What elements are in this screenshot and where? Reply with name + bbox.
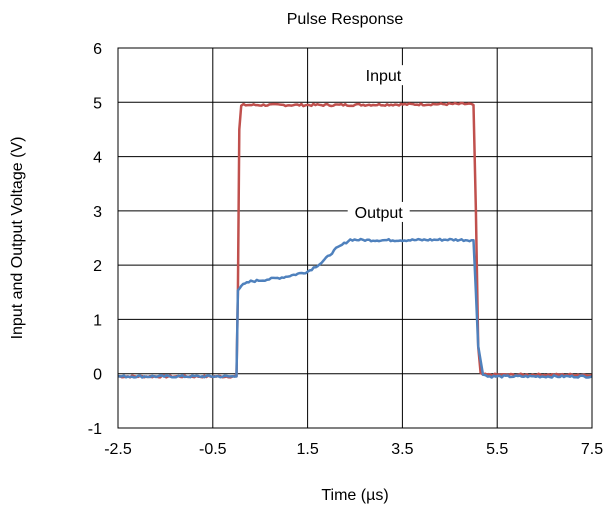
series-group xyxy=(117,101,593,379)
output-annotation-bg xyxy=(347,201,410,222)
y-tick-label: 5 xyxy=(93,95,102,112)
y-tick-label: 2 xyxy=(93,258,102,275)
y-tick-label: -1 xyxy=(88,421,102,438)
y-tick-label: 6 xyxy=(93,41,102,58)
y-tick-labels: -1 0 1 2 3 4 5 6 xyxy=(88,41,102,438)
y-tick-label: 0 xyxy=(93,367,102,384)
x-tick-label: 7.5 xyxy=(581,441,603,458)
series-line-output xyxy=(117,237,593,379)
input-annotation: Input xyxy=(366,68,402,85)
y-axis-label: Input and Output Voltage (V) xyxy=(9,137,26,340)
x-tick-label: -2.5 xyxy=(104,441,132,458)
output-annotation: Output xyxy=(355,205,404,222)
chart-title: Pulse Response xyxy=(287,11,404,28)
x-axis-label: Time (µs) xyxy=(321,487,388,504)
y-tick-label: 4 xyxy=(93,150,102,167)
x-tick-label: 1.5 xyxy=(296,441,318,458)
x-tick-label: 5.5 xyxy=(486,441,508,458)
plot-area-frame xyxy=(117,47,593,429)
y-tick-label: 3 xyxy=(93,204,102,221)
x-tick-labels: -2.5 -0.5 1.5 3.5 5.5 7.5 xyxy=(104,441,603,458)
input-annotation-bg xyxy=(358,65,409,86)
x-tick-label: -0.5 xyxy=(199,441,227,458)
y-tick-label: 1 xyxy=(93,312,102,329)
x-tick-label: 3.5 xyxy=(391,441,413,458)
